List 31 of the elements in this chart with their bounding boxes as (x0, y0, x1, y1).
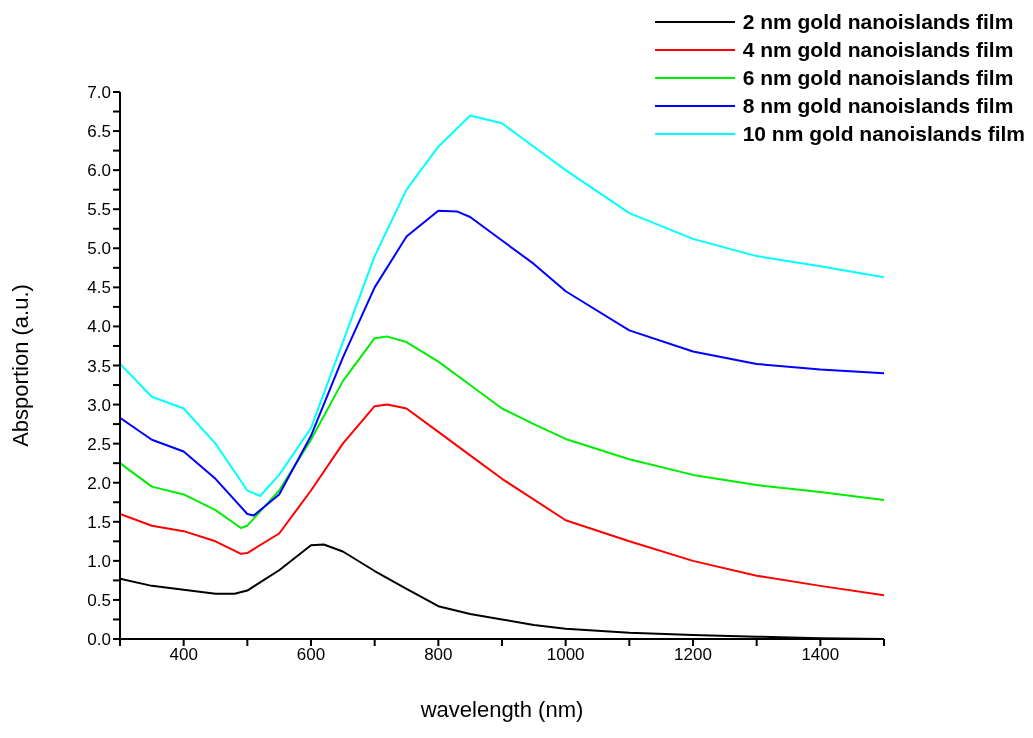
y-tick-label: 5.0 (87, 239, 111, 259)
y-tick-label: 2.5 (87, 434, 111, 454)
y-tick-label: 2.0 (87, 473, 111, 493)
y-tick-label: 6.5 (87, 122, 111, 142)
y-tick-label: 3.5 (87, 356, 111, 376)
y-tick-label: 4.5 (87, 278, 111, 298)
x-tick-label: 1400 (801, 645, 840, 665)
x-tick-label: 400 (169, 645, 198, 665)
line-series (120, 209, 884, 517)
legend-label: 2 nm gold nanoislands film (742, 10, 1014, 34)
y-tick-label: 5.5 (87, 200, 111, 220)
y-tick-label: 7.0 (87, 83, 111, 103)
x-tick-label: 800 (424, 645, 453, 665)
y-tick-label: 1.0 (87, 551, 111, 571)
line-series (120, 335, 884, 530)
y-tick-label: 6.0 (87, 161, 111, 181)
legend-label: 10 nm gold nanoislands film (742, 122, 1025, 146)
y-tick-label: 0.5 (87, 590, 111, 610)
legend-label: 8 nm gold nanoislands film (742, 94, 1014, 118)
y-tick-label: 0.0 (87, 630, 111, 650)
x-tick-label: 600 (296, 645, 326, 665)
y-tick-label: 3.0 (87, 395, 111, 415)
legend-label: 4 nm gold nanoislands film (742, 38, 1014, 62)
x-axis-title: wavelength (nm) (419, 697, 584, 722)
x-tick-label: 1000 (546, 645, 585, 665)
line-series (120, 403, 884, 597)
x-tick-label: 1200 (674, 645, 712, 665)
y-tick-label: 1.5 (87, 512, 111, 532)
legend-label: 6 nm gold nanoislands film (742, 66, 1014, 90)
y-axis-title: Absportion (a.u.) (7, 284, 33, 447)
y-tick-label: 4.0 (87, 317, 111, 337)
